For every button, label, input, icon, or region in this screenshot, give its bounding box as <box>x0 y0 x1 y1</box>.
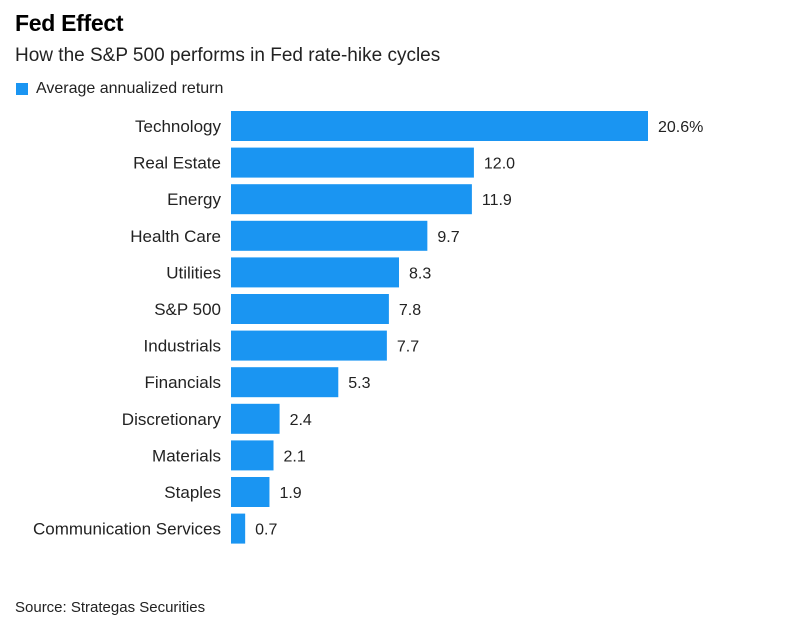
bar-chart: Technology 20.6% Real Estate 12.0 Energy 11.9… <box>33 111 703 544</box>
bar <box>231 367 339 398</box>
category-label: Discretionary <box>122 410 222 429</box>
source-note: Source: Strategas Securities <box>15 599 206 616</box>
legend-swatch <box>16 83 28 95</box>
legend: Average annualized return <box>16 80 223 98</box>
value-label: 7.8 <box>399 302 421 319</box>
category-label: Utilities <box>166 263 221 282</box>
category-label: Energy <box>167 190 221 209</box>
bar <box>231 330 387 361</box>
bar <box>231 257 400 288</box>
bar <box>231 440 274 471</box>
category-label: Financials <box>144 373 221 392</box>
legend-label: Average annualized return <box>36 80 224 97</box>
category-label: Materials <box>152 446 221 465</box>
category-label: S&P 500 <box>154 300 221 319</box>
chart-subtitle: How the S&P 500 performs in Fed rate-hik… <box>15 45 441 66</box>
bar <box>231 513 246 544</box>
value-label: 2.4 <box>290 412 312 429</box>
category-label: Real Estate <box>133 154 221 173</box>
value-label: 1.9 <box>279 485 301 502</box>
value-label: 11.9 <box>482 192 512 209</box>
value-label: 20.6% <box>658 119 703 136</box>
bar <box>231 403 280 434</box>
bar <box>231 184 472 215</box>
bar <box>231 220 428 251</box>
category-label: Communication Services <box>33 520 221 539</box>
value-label: 12.0 <box>484 156 515 173</box>
value-label: 2.1 <box>284 448 306 465</box>
category-label: Health Care <box>130 227 221 246</box>
bar <box>231 477 270 507</box>
value-label: 7.7 <box>397 339 419 356</box>
value-label: 9.7 <box>437 229 459 246</box>
category-label: Staples <box>164 483 221 502</box>
category-label: Technology <box>135 117 222 136</box>
bar <box>231 147 474 178</box>
value-label: 0.7 <box>255 522 277 539</box>
category-label: Industrials <box>144 337 221 356</box>
bar <box>231 111 648 141</box>
value-label: 5.3 <box>348 375 370 392</box>
chart-title: Fed Effect <box>15 10 124 36</box>
value-label: 8.3 <box>409 265 431 282</box>
bar <box>231 294 389 324</box>
